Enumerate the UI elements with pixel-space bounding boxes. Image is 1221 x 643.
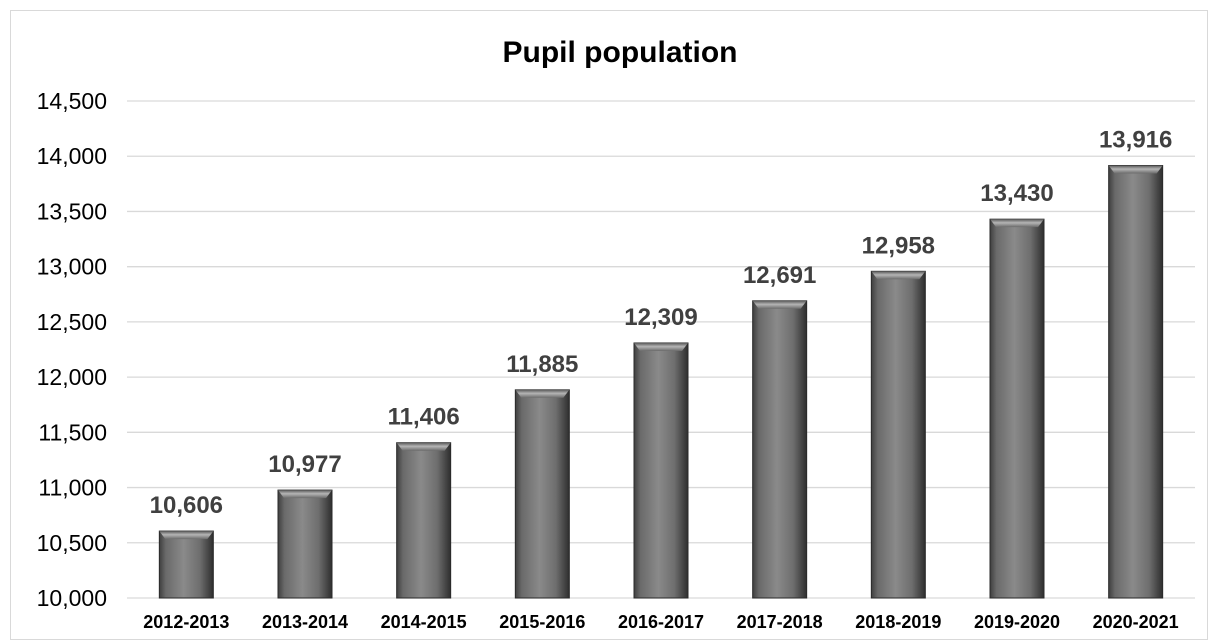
bar-bevel [1108, 165, 1163, 174]
data-label: 11,885 [506, 351, 578, 378]
data-label: 10,606 [150, 492, 223, 519]
x-tick-label: 2014-2015 [381, 612, 467, 632]
data-label: 10,977 [268, 451, 341, 478]
bar-bevel [278, 490, 332, 499]
bar-body [396, 442, 452, 599]
bars [158, 164, 1164, 599]
x-axis-tick-labels: 2012-2013 2013-2014 2014-2015 2015-2016 2016… [143, 612, 1178, 632]
y-tick-label: 12,000 [37, 364, 107, 390]
data-label: 12,691 [743, 262, 816, 289]
data-label: 13,430 [980, 180, 1053, 207]
bar-bevel [990, 219, 1044, 228]
bar-body [989, 218, 1045, 599]
y-tick-label: 13,000 [37, 254, 107, 280]
y-tick-label: 10,000 [37, 585, 107, 611]
bar-bevel [396, 442, 451, 451]
x-tick-label: 2016-2017 [618, 612, 704, 632]
bar [277, 489, 333, 599]
bar-body [277, 489, 333, 599]
bar-bevel [515, 389, 570, 398]
y-tick-label: 13,500 [37, 198, 107, 224]
y-tick-label: 10,500 [37, 530, 107, 556]
bar [870, 270, 926, 599]
data-label: 11,406 [388, 404, 460, 431]
y-tick-label: 11,500 [38, 419, 107, 445]
bar [396, 442, 452, 599]
bar [514, 389, 570, 599]
data-label: 13,916 [1099, 126, 1172, 153]
y-tick-label: 12,500 [37, 309, 107, 335]
bar [752, 300, 808, 599]
bar [1108, 164, 1164, 599]
data-label: 12,958 [862, 232, 935, 259]
bar-body [158, 530, 214, 599]
data-labels: 10,606 10,977 11,406 11,885 12,309 12,691 12,9… [150, 126, 1173, 519]
bar-body [633, 342, 689, 599]
x-tick-label: 2012-2013 [143, 612, 229, 632]
bar-body [514, 389, 570, 599]
y-tick-label: 11,000 [38, 475, 107, 501]
bar-body [1108, 164, 1164, 599]
chart-title: Pupil population [503, 36, 738, 69]
x-tick-label: 2017-2018 [737, 612, 823, 632]
bar-bevel [159, 531, 214, 540]
x-tick-label: 2020-2021 [1093, 612, 1179, 632]
bar [158, 530, 214, 599]
bar [633, 342, 689, 599]
x-tick-label: 2015-2016 [499, 612, 585, 632]
x-tick-label: 2013-2014 [262, 612, 348, 632]
y-tick-label: 14,500 [37, 88, 107, 114]
y-tick-label: 14,000 [37, 143, 107, 169]
bar-bevel [752, 300, 807, 309]
bar-body [870, 270, 926, 599]
bar-body [752, 300, 808, 599]
x-tick-label: 2019-2020 [974, 612, 1060, 632]
y-axis-tick-labels: 10,000 10,500 11,000 11,500 12,000 12,500 13,0… [37, 88, 107, 611]
bar-bevel [634, 342, 688, 351]
bar [989, 218, 1045, 599]
data-label: 12,309 [624, 304, 697, 331]
x-tick-label: 2018-2019 [855, 612, 941, 632]
bar-bevel [871, 271, 926, 280]
